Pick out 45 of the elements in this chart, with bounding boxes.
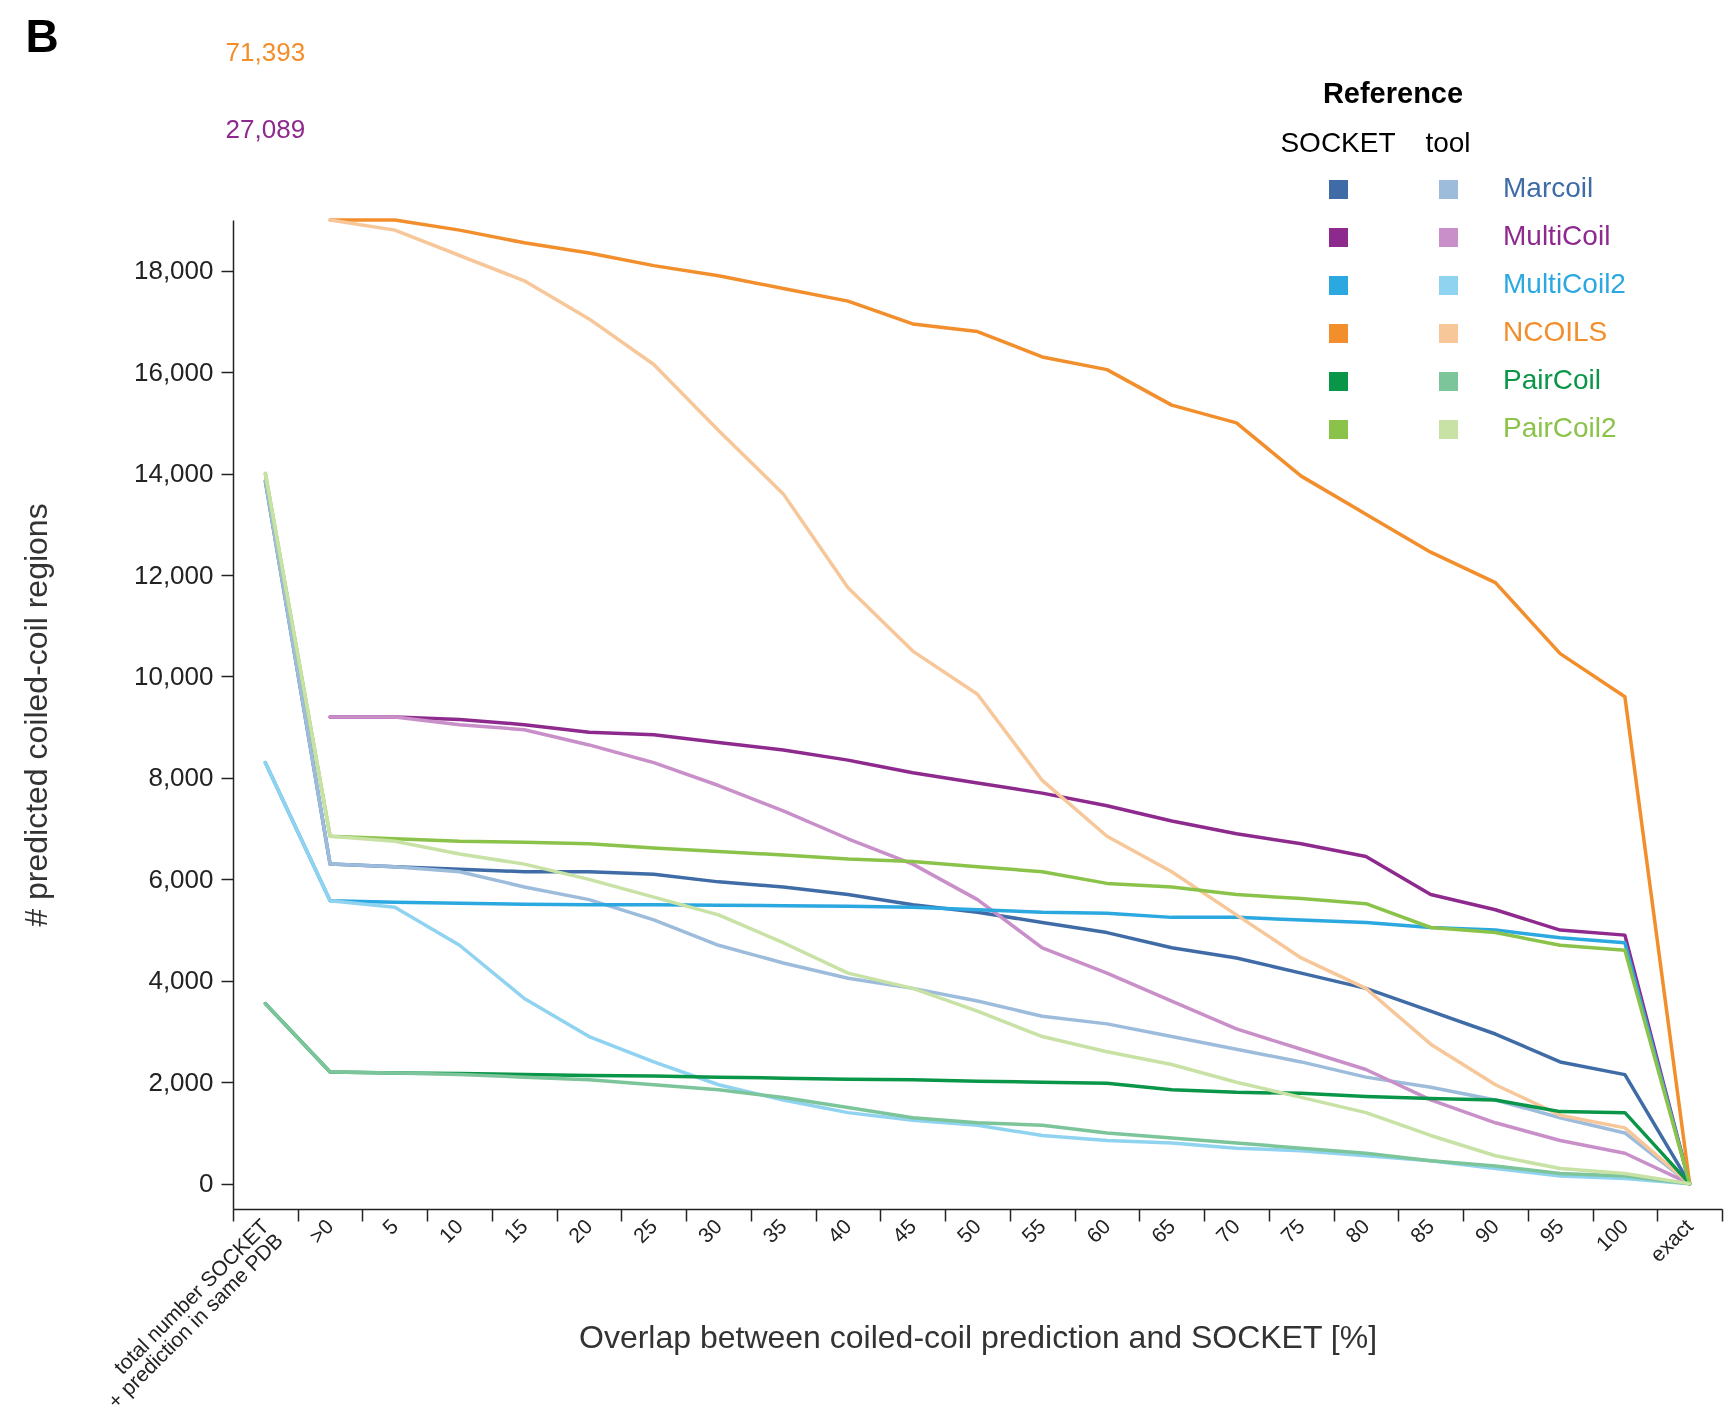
- x-tick-label: 85: [1405, 1214, 1439, 1248]
- x-tick-label: 35: [758, 1214, 791, 1248]
- x-tick-label: 50: [952, 1214, 986, 1248]
- text: PairCoil: [1503, 364, 1602, 395]
- x-tick-label: 40: [822, 1214, 856, 1248]
- y-tick-label: 2,000: [148, 1066, 214, 1097]
- text: MultiCoil2: [1503, 268, 1626, 299]
- y-tick-label: 6,000: [148, 863, 214, 894]
- y-tick-label: 18,000: [133, 255, 214, 286]
- text: 71,393: [225, 37, 306, 67]
- x-tick-label: 95: [1534, 1214, 1568, 1248]
- x-tick-label: 55: [1017, 1214, 1050, 1248]
- x-tick-label: 90: [1470, 1214, 1503, 1248]
- x-tick-label: 25: [628, 1214, 662, 1248]
- y-tick-label: 16,000: [133, 356, 214, 387]
- y-tick-label: 4,000: [148, 965, 214, 996]
- text: SOCKET: [1280, 127, 1396, 158]
- x-tick-label: 80: [1340, 1214, 1374, 1248]
- text: tool: [1425, 127, 1471, 158]
- x-tick-label: 45: [887, 1214, 921, 1248]
- x-tick-label: 100: [1591, 1214, 1633, 1256]
- text: PairCoil2: [1503, 412, 1617, 443]
- x-tick-label: 20: [563, 1214, 597, 1248]
- y-tick-label: 12,000: [133, 559, 214, 590]
- legend-title: Reference: [1322, 77, 1464, 109]
- y-axis-title: # predicted coiled-coil regions: [17, 503, 54, 927]
- x-axis-title: Overlap between coiled-coil prediction and SOCKET [%]: [578, 1318, 1378, 1355]
- x-tick-label: >0: [304, 1214, 338, 1248]
- text: Marcoil: [1503, 172, 1594, 203]
- x-tick-label: 75: [1275, 1214, 1309, 1248]
- x-tick-label: 30: [693, 1214, 727, 1248]
- x-tick-label: 10: [434, 1214, 468, 1248]
- y-tick-label: 14,000: [133, 458, 214, 489]
- x-tick-label: 15: [499, 1214, 532, 1248]
- x-tick-label: 70: [1211, 1214, 1245, 1248]
- x-tick-label: 60: [1081, 1214, 1115, 1248]
- text: B: [25, 10, 59, 62]
- y-tick-label: 8,000: [148, 762, 214, 793]
- text: MultiCoil: [1503, 220, 1611, 251]
- x-tick-label: 65: [1146, 1214, 1180, 1248]
- text: NCOILS: [1503, 316, 1608, 347]
- x-tick-label: 5: [377, 1214, 403, 1239]
- y-tick-label: 10,000: [133, 660, 214, 691]
- y-tick-label: 0: [199, 1168, 214, 1199]
- text: 27,089: [225, 114, 306, 144]
